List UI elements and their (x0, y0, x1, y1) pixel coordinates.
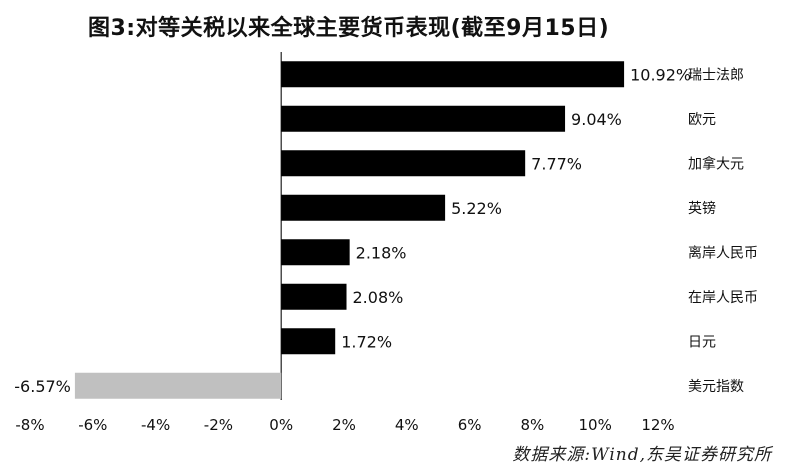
data-label: 2.18% (356, 243, 407, 262)
x-tick-label: 12% (641, 416, 674, 434)
data-label: 10.92% (630, 65, 691, 84)
category-label: 离岸人民币 (688, 244, 758, 261)
x-tick-label: 10% (579, 416, 612, 434)
data-label: 9.04% (571, 110, 622, 129)
bar (74, 372, 282, 399)
category-label: 日元 (688, 334, 716, 350)
x-tick-label: 8% (521, 416, 545, 434)
data-label: 1.72% (341, 332, 392, 351)
category-label: 加拿大元 (688, 155, 744, 172)
data-label: 7.77% (531, 154, 582, 173)
bar (281, 328, 336, 355)
bar (281, 61, 625, 88)
x-tick-label: 4% (395, 416, 419, 434)
bar (281, 150, 526, 177)
category-label: 瑞士法郎 (688, 67, 744, 83)
bar (281, 239, 350, 266)
category-label: 在岸人民币 (688, 290, 758, 306)
x-tick-label: 2% (332, 416, 356, 434)
category-label: 英镑 (688, 200, 716, 217)
x-tick-label: -2% (204, 416, 233, 434)
source-note: 数据来源:Wind,东吴证券研究所 (512, 445, 772, 465)
x-tick-label: -6% (78, 416, 107, 434)
category-label: 美元指数 (688, 379, 744, 395)
data-label: 2.08% (353, 288, 404, 307)
data-label: -6.57% (14, 377, 71, 396)
x-tick-label: -8% (15, 416, 44, 434)
bar (281, 194, 446, 221)
bar (281, 105, 566, 132)
x-tick-label: -4% (141, 416, 170, 434)
chart-title: 图3:对等关税以来全球主要货币表现(截至9月15日) (88, 16, 610, 41)
data-label: 5.22% (451, 199, 502, 218)
bar (281, 283, 347, 310)
x-tick-label: 0% (269, 416, 293, 434)
category-label: 欧元 (688, 112, 716, 128)
x-tick-label: 6% (458, 416, 482, 434)
